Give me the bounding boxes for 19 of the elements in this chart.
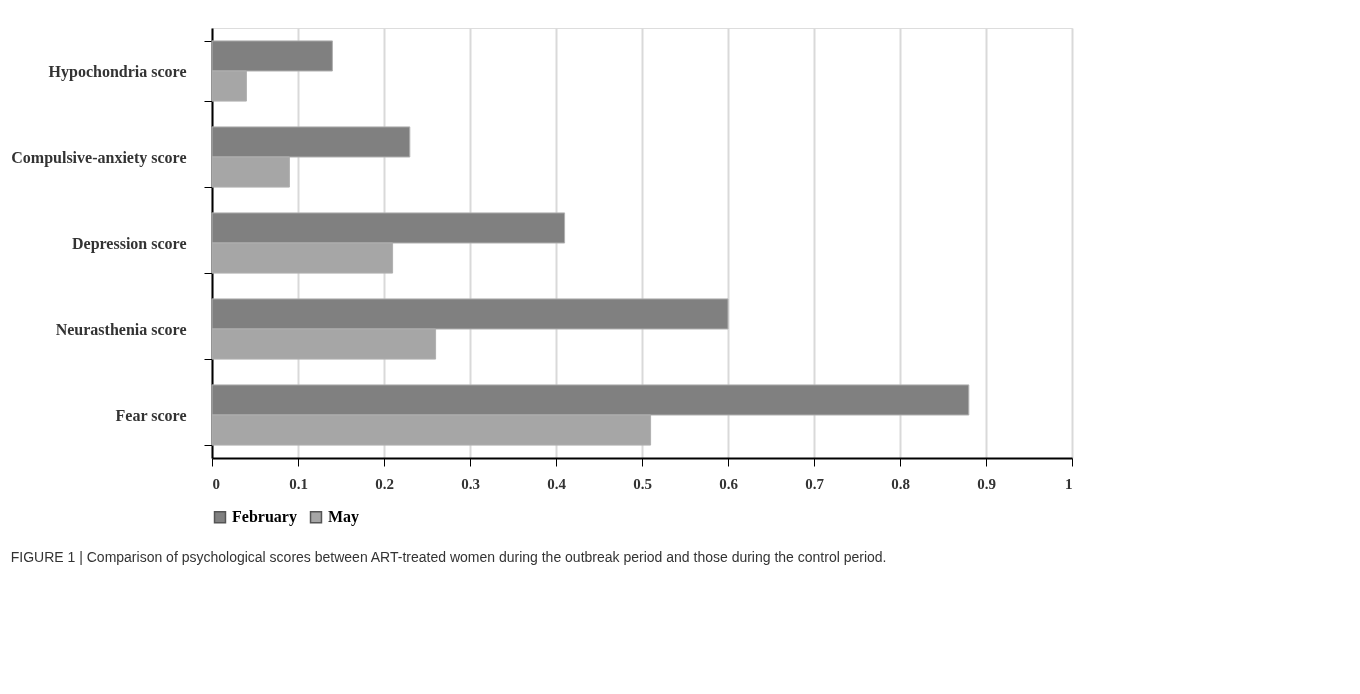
y-tick-label: Fear score [115,406,187,424]
y-tick-label: Neurasthenia score [55,320,187,338]
x-tick-label: 0 [212,475,220,492]
x-tick-label: 0.8 [891,475,910,492]
caption: FIGURE 1 | Comparison of psychological scores between ART-treated women during the outbreak period and those during the control period. [10,549,887,565]
legend-label: May [328,508,360,527]
x-tick-label: 0.2 [375,475,394,492]
x-tick-label: 0.6 [719,475,739,492]
x-tick-label: 0.5 [633,475,652,492]
y-tick-label: Depression score [71,234,187,253]
x-tick-label: 0.3 [461,475,480,492]
y-tick-label: Hypochondria score [48,62,187,81]
x-tick-label: 0.9 [977,475,996,492]
y-tick-label: Compulsive-anxiety score [11,148,187,167]
x-tick-label: 1 [1065,475,1073,492]
x-tick-label: 0.7 [805,475,825,492]
x-tick-label: 0.1 [289,475,308,492]
legend-label: February [232,508,297,527]
x-tick-label: 0.4 [547,475,567,492]
